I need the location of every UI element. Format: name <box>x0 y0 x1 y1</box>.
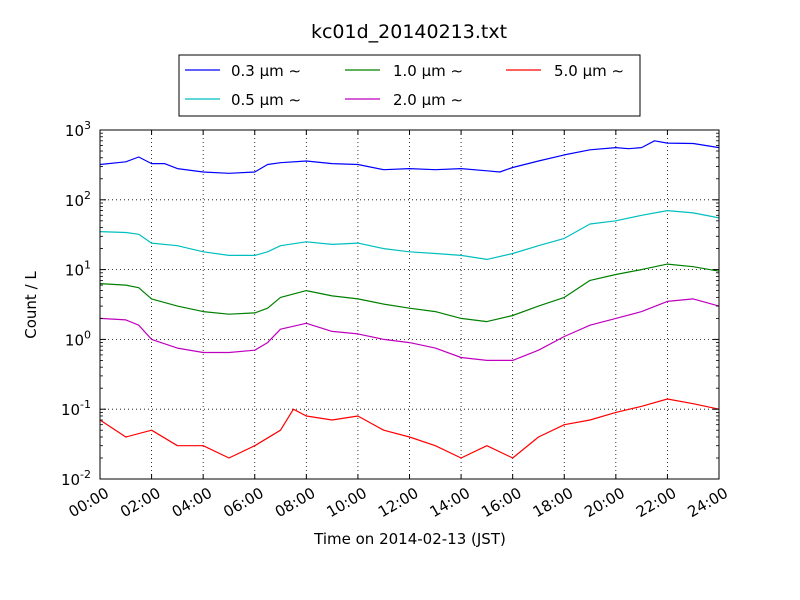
legend-label: 0.3 μm ∼ <box>231 62 301 80</box>
series-line-0 <box>99 140 720 174</box>
x-axis-label: Time on 2014-02-13 (JST) <box>313 530 506 548</box>
legend-item: 1.0 μm ∼ <box>345 62 463 80</box>
y-tick-label: 101 <box>65 259 91 280</box>
y-tick-label: 102 <box>65 189 91 210</box>
legend-item: 0.3 μm ∼ <box>185 62 301 80</box>
series-line-4 <box>99 398 720 459</box>
series-line-2 <box>99 263 720 323</box>
y-tick-label: 10-1 <box>61 398 91 419</box>
legend-item: 2.0 μm ∼ <box>345 91 463 109</box>
legend-item: 5.0 μm ∼ <box>506 62 624 80</box>
y-tick-label: 10-2 <box>61 468 91 489</box>
y-tick-label: 100 <box>65 328 91 349</box>
series-line-1 <box>99 210 720 260</box>
legend-label: 0.5 μm ∼ <box>231 91 301 109</box>
legend-box <box>178 54 641 117</box>
y-axis-label: Count / L <box>22 271 40 339</box>
y-tick-label: 103 <box>65 119 91 140</box>
series-line-3 <box>99 298 720 361</box>
legend-item: 0.5 μm ∼ <box>185 91 301 109</box>
legend-label: 1.0 μm ∼ <box>393 62 463 80</box>
legend-label: 5.0 μm ∼ <box>554 62 624 80</box>
plot-series <box>99 140 720 459</box>
legend: 0.3 μm ∼ 0.5 μm ∼ 1.0 μm ∼ 2.0 μm ∼ 5.0 … <box>178 54 641 117</box>
legend-label: 2.0 μm ∼ <box>393 91 463 109</box>
chart-title: kc01d_20140213.txt <box>311 21 507 43</box>
